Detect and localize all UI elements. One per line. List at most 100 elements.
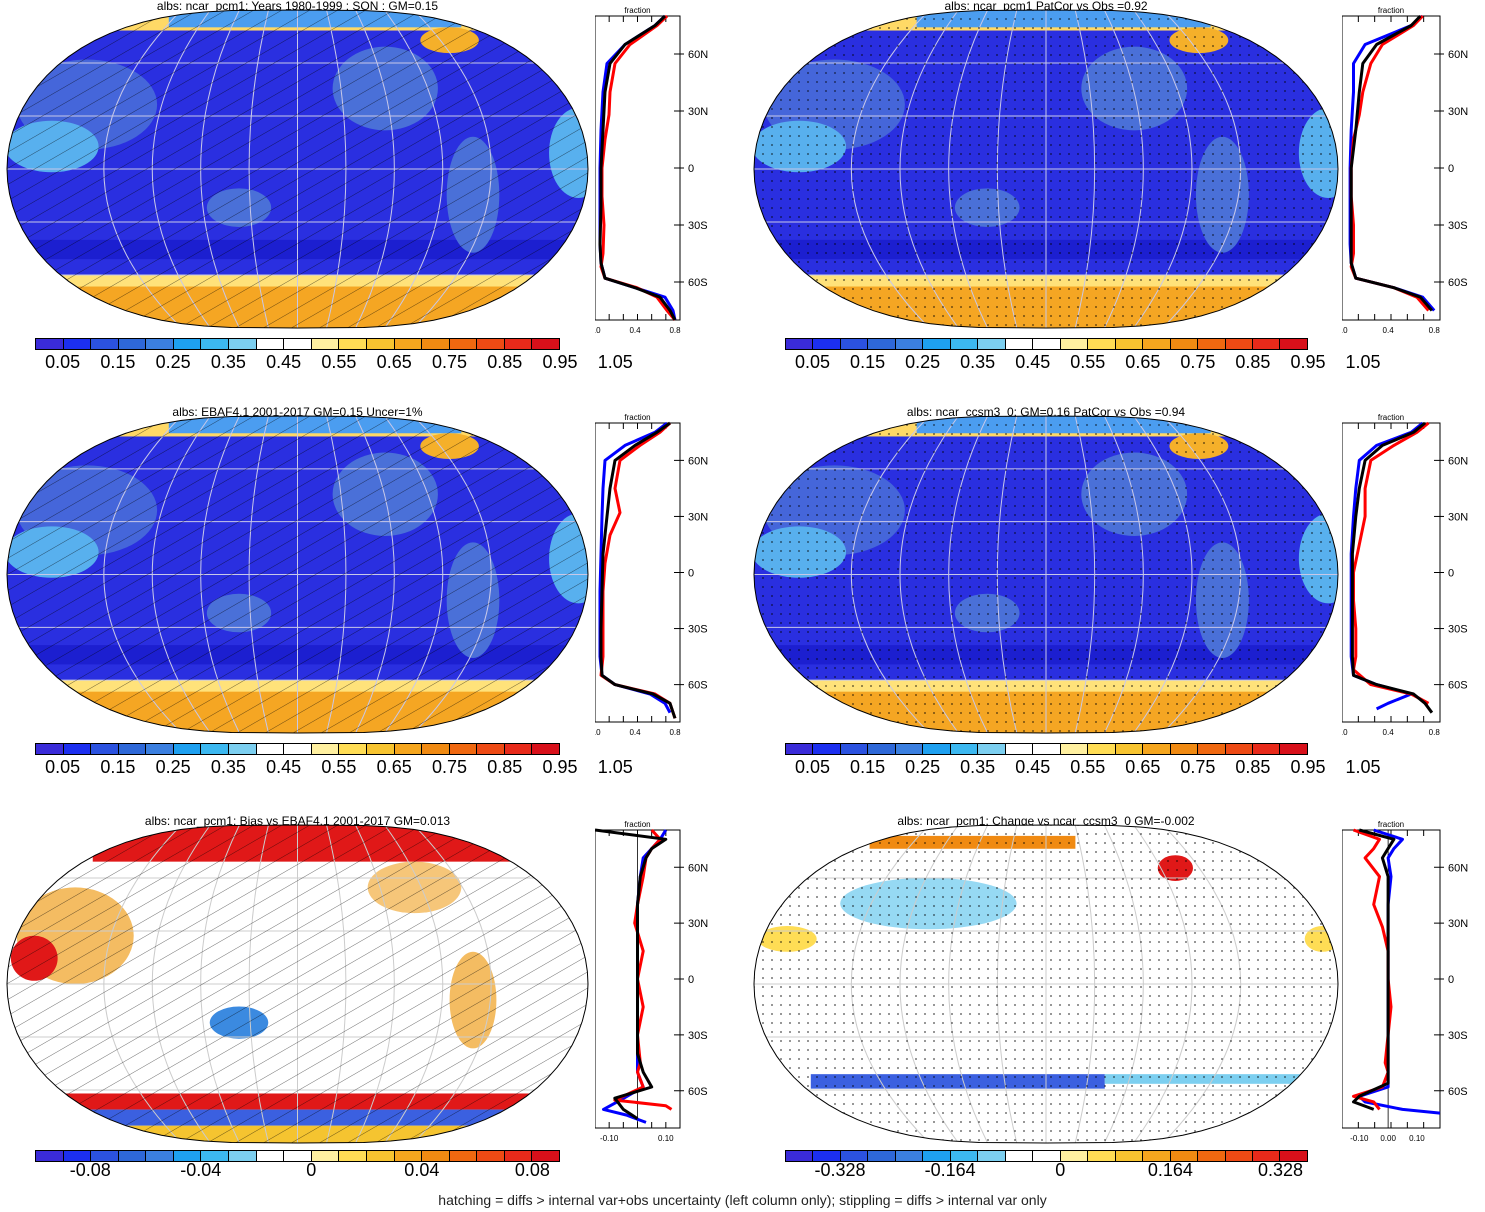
colorbar-swatch: [923, 1151, 951, 1161]
profile-series-line: [1350, 421, 1434, 714]
colorbar-swatch: [36, 1151, 64, 1161]
profile-ytick-label: 30S: [1448, 624, 1468, 636]
profile-xlabel: fraction: [1378, 6, 1404, 15]
profile-ytick-label: 30N: [1448, 918, 1468, 930]
profile-xtick-label: 0.8: [1429, 728, 1441, 736]
zonal-profile: fraction 60N 30N 0 30S 60S 0.0 0.4 0.8: [595, 6, 708, 334]
colorbar-swatch: [477, 1151, 505, 1161]
profile-xtick-label: 0.10: [658, 1134, 674, 1142]
profile-xtick-label: 0.0: [1342, 326, 1348, 334]
colorbar-swatch: [366, 339, 395, 349]
colorbar-swatch: [532, 1151, 559, 1161]
colorbar-swatch: [201, 1151, 230, 1161]
colorbar-swatch: [63, 744, 92, 754]
colorbar-label: 0.75: [431, 352, 467, 372]
colorbar-label: 0.85: [1235, 352, 1271, 372]
colorbar-swatch: [895, 1151, 924, 1161]
colorbar: [35, 1150, 560, 1162]
profile-ytick-label: 30N: [1448, 106, 1468, 118]
colorbar-swatch: [1170, 744, 1199, 754]
colorbar-swatch: [311, 1151, 340, 1161]
profile-ytick-label: 0: [688, 568, 694, 580]
panel-title: albs: ncar_pcm1: Years 1980-1999 : SON :…: [156, 0, 439, 13]
colorbar-swatch: [786, 744, 814, 754]
colorbar-label: 0.05: [45, 757, 81, 777]
colorbar-label: 0.95: [1290, 757, 1326, 777]
colorbar-swatch: [504, 744, 533, 754]
profile-ytick-label: 30S: [1448, 1030, 1468, 1042]
colorbar-label: 0.25: [155, 757, 191, 777]
profile-ytick-label: 60S: [688, 1086, 708, 1098]
colorbar-label: 0.65: [1125, 352, 1161, 372]
colorbar-swatch: [1033, 744, 1061, 754]
colorbar-label: 1.05: [597, 757, 633, 777]
profile-xtick-label: 0.0: [595, 728, 601, 736]
colorbar-swatch: [422, 744, 450, 754]
colorbar-swatch: [311, 744, 340, 754]
colorbar-swatch: [394, 339, 423, 349]
world-map: [753, 9, 1339, 329]
colorbar-swatch: [1033, 1151, 1061, 1161]
profile-series-line: [1352, 828, 1396, 1111]
colorbar-label: 0.05: [794, 757, 831, 777]
colorbar-swatch: [229, 1151, 257, 1161]
colorbar-swatch: [813, 1151, 841, 1161]
colorbar-swatch: [840, 339, 869, 349]
colorbar-swatch: [477, 339, 505, 349]
colorbar-label: 0.164: [1147, 1160, 1193, 1180]
colorbar-swatch: [950, 744, 979, 754]
colorbar-swatch: [311, 339, 340, 349]
profile-ytick-label: 60N: [688, 862, 708, 874]
colorbar-swatch: [1115, 339, 1144, 349]
colorbar-swatch: [532, 339, 559, 349]
colorbar-label: 0.85: [487, 352, 523, 372]
colorbar-swatch: [173, 1151, 202, 1161]
profile-ytick-label: 0: [1448, 163, 1454, 175]
colorbar-label: 0.55: [321, 352, 357, 372]
colorbar-swatch: [1060, 744, 1089, 754]
profile-series-line: [598, 14, 677, 321]
profile-ytick-label: 30N: [688, 918, 708, 930]
colorbar-swatch: [173, 339, 202, 349]
colorbar-swatch: [1225, 1151, 1253, 1161]
profile-ytick-label: 30N: [688, 511, 708, 523]
colorbar-label: 1.05: [597, 352, 633, 372]
colorbar-swatch: [813, 339, 841, 349]
colorbar-swatch: [1198, 744, 1226, 754]
profile-xlabel: fraction: [1378, 820, 1404, 829]
colorbar-label: 0.25: [905, 352, 941, 372]
colorbar-swatch: [63, 1151, 92, 1161]
profile-ytick-label: 60S: [688, 680, 708, 692]
zonal-profile: fraction 60N 30N 0 30S 60S 0.0 0.4 0.8: [1342, 413, 1468, 736]
profile-ytick-label: 60N: [1448, 455, 1468, 467]
colorbar-swatch: [1143, 339, 1171, 349]
colorbar-swatch: [1252, 339, 1281, 349]
colorbar-swatch: [978, 1151, 1006, 1161]
colorbar-swatch: [284, 744, 312, 754]
colorbar-swatch: [1252, 1151, 1281, 1161]
colorbar-swatch: [923, 744, 951, 754]
profile-ytick-label: 30N: [1448, 511, 1468, 523]
world-map: [753, 415, 1339, 734]
colorbar-swatch: [1115, 744, 1144, 754]
colorbar-label: 0.45: [266, 757, 302, 777]
colorbar-swatch: [339, 1151, 367, 1161]
colorbar-swatch: [923, 339, 951, 349]
profile-ytick-label: 60S: [1448, 1086, 1468, 1098]
profile-ytick-label: 30N: [688, 106, 708, 118]
colorbar-label: 1.05: [1345, 757, 1381, 777]
colorbar-swatch: [1280, 339, 1307, 349]
zonal-profile: fraction 60N 30N 0 30S 60S -0.10 0.10: [595, 820, 708, 1142]
colorbar-label: -0.328: [814, 1160, 866, 1180]
zonal-profile: fraction 60N 30N 0 30S 60S 0.0 0.4 0.8: [595, 413, 708, 736]
colorbar-swatch: [366, 1151, 395, 1161]
colorbar-swatch: [1170, 1151, 1199, 1161]
colorbar-swatch: [91, 1151, 119, 1161]
profile-xtick-label: 0.8: [669, 326, 681, 334]
colorbar-swatch: [1033, 339, 1061, 349]
colorbar-label: 0.45: [266, 352, 302, 372]
profile-ytick-label: 30S: [688, 1030, 708, 1042]
profile-xtick-label: -0.10: [600, 1134, 619, 1142]
colorbar-label: 0.35: [960, 352, 996, 372]
colorbar-label: 0.95: [1290, 352, 1326, 372]
